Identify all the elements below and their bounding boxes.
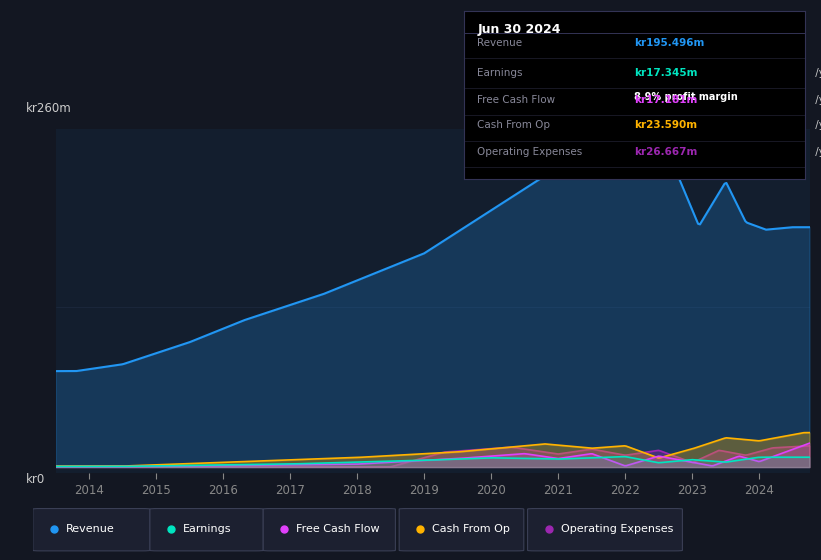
Text: kr0: kr0 xyxy=(25,473,45,486)
Text: kr260m: kr260m xyxy=(25,102,71,115)
Text: Free Cash Flow: Free Cash Flow xyxy=(296,524,380,534)
Text: Operating Expenses: Operating Expenses xyxy=(478,147,583,157)
Text: /yr: /yr xyxy=(812,147,821,157)
Text: /yr: /yr xyxy=(812,95,821,105)
Text: /yr: /yr xyxy=(812,120,821,130)
Text: kr26.667m: kr26.667m xyxy=(635,147,698,157)
Text: Revenue: Revenue xyxy=(66,524,115,534)
Text: 8.9% profit margin: 8.9% profit margin xyxy=(635,92,738,102)
Text: Jun 30 2024: Jun 30 2024 xyxy=(478,23,561,36)
Text: Revenue: Revenue xyxy=(478,38,523,48)
FancyBboxPatch shape xyxy=(150,508,264,551)
FancyBboxPatch shape xyxy=(399,508,524,551)
Text: kr195.496m: kr195.496m xyxy=(635,38,704,48)
Text: kr17.181m: kr17.181m xyxy=(635,95,698,105)
Text: Operating Expenses: Operating Expenses xyxy=(561,524,673,534)
Text: /yr: /yr xyxy=(812,68,821,78)
Text: kr17.345m: kr17.345m xyxy=(635,68,698,78)
FancyBboxPatch shape xyxy=(33,508,150,551)
Text: kr23.590m: kr23.590m xyxy=(635,120,697,130)
FancyBboxPatch shape xyxy=(264,508,396,551)
Text: Free Cash Flow: Free Cash Flow xyxy=(478,95,556,105)
Text: Cash From Op: Cash From Op xyxy=(433,524,511,534)
Text: Earnings: Earnings xyxy=(478,68,523,78)
Text: Earnings: Earnings xyxy=(183,524,232,534)
Text: Cash From Op: Cash From Op xyxy=(478,120,551,130)
FancyBboxPatch shape xyxy=(528,508,682,551)
